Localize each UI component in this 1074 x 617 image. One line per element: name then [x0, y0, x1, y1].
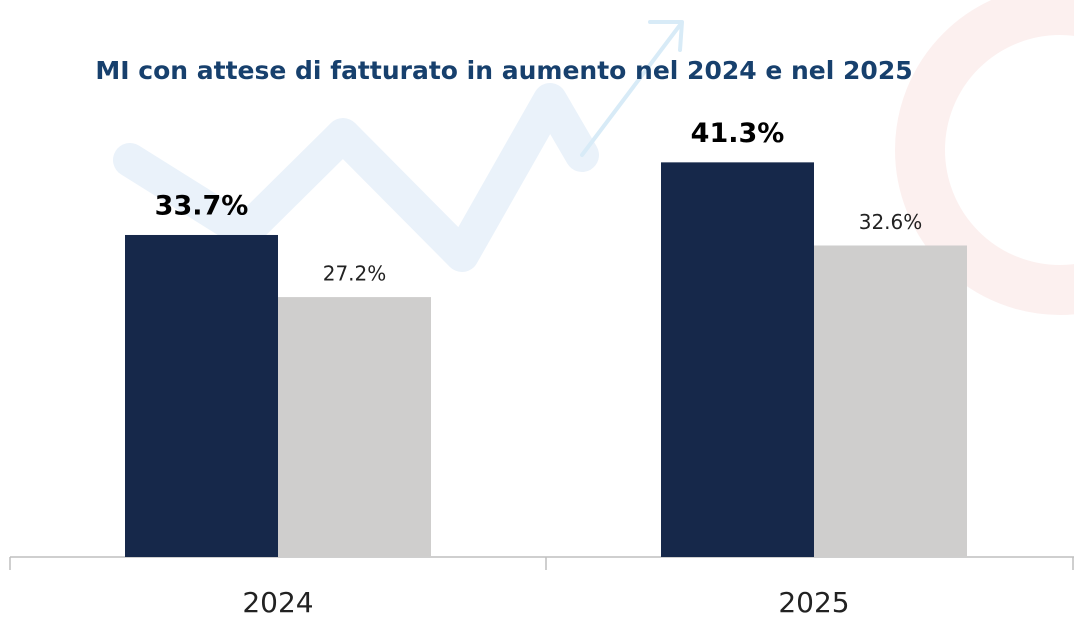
x-tick-label: 2024 [242, 586, 313, 617]
value-label: 27.2% [323, 262, 387, 286]
bar [125, 234, 278, 557]
value-label: 33.7% [155, 190, 249, 221]
chart-title: MI con attese di fatturato in aumento ne… [95, 56, 912, 85]
value-label: 32.6% [859, 210, 923, 234]
bar [278, 297, 431, 557]
value-label: 41.3% [691, 118, 785, 149]
bar [814, 245, 967, 557]
background-decoration [113, 0, 1074, 315]
x-axis [9, 556, 1074, 570]
bar [661, 162, 814, 557]
x-tick-label: 2025 [778, 586, 849, 617]
